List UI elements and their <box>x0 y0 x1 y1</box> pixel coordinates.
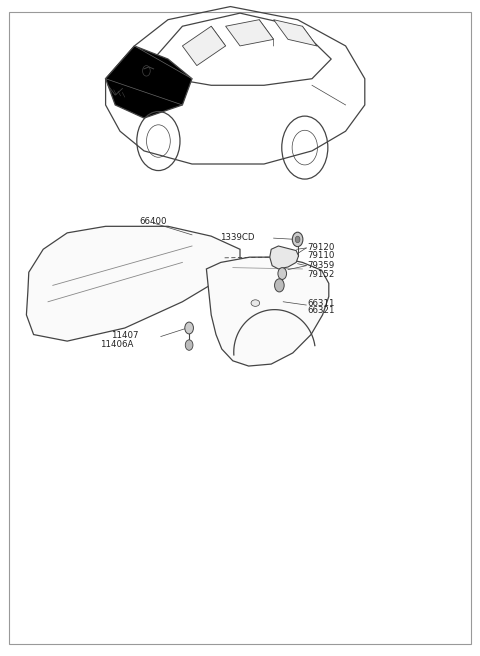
Polygon shape <box>206 257 329 366</box>
Polygon shape <box>270 246 299 269</box>
Text: 79120: 79120 <box>307 243 335 253</box>
Text: 79152: 79152 <box>307 270 335 279</box>
Circle shape <box>185 322 193 334</box>
Polygon shape <box>106 46 192 118</box>
Circle shape <box>185 340 193 350</box>
Polygon shape <box>182 26 226 66</box>
Text: 79110: 79110 <box>307 251 335 260</box>
Text: 66311: 66311 <box>307 298 335 308</box>
Polygon shape <box>226 20 274 46</box>
Circle shape <box>278 268 287 279</box>
Circle shape <box>275 279 284 292</box>
Polygon shape <box>274 20 317 46</box>
Text: 79359: 79359 <box>307 261 335 270</box>
Text: 11407: 11407 <box>111 331 138 340</box>
Circle shape <box>295 236 300 243</box>
Text: 11406A: 11406A <box>100 340 133 349</box>
Ellipse shape <box>251 300 260 306</box>
Text: 66400: 66400 <box>139 217 167 226</box>
Text: 1339CD: 1339CD <box>220 233 254 242</box>
Circle shape <box>292 232 303 247</box>
FancyBboxPatch shape <box>9 12 471 644</box>
Text: 66321: 66321 <box>307 306 335 316</box>
Polygon shape <box>26 226 240 341</box>
